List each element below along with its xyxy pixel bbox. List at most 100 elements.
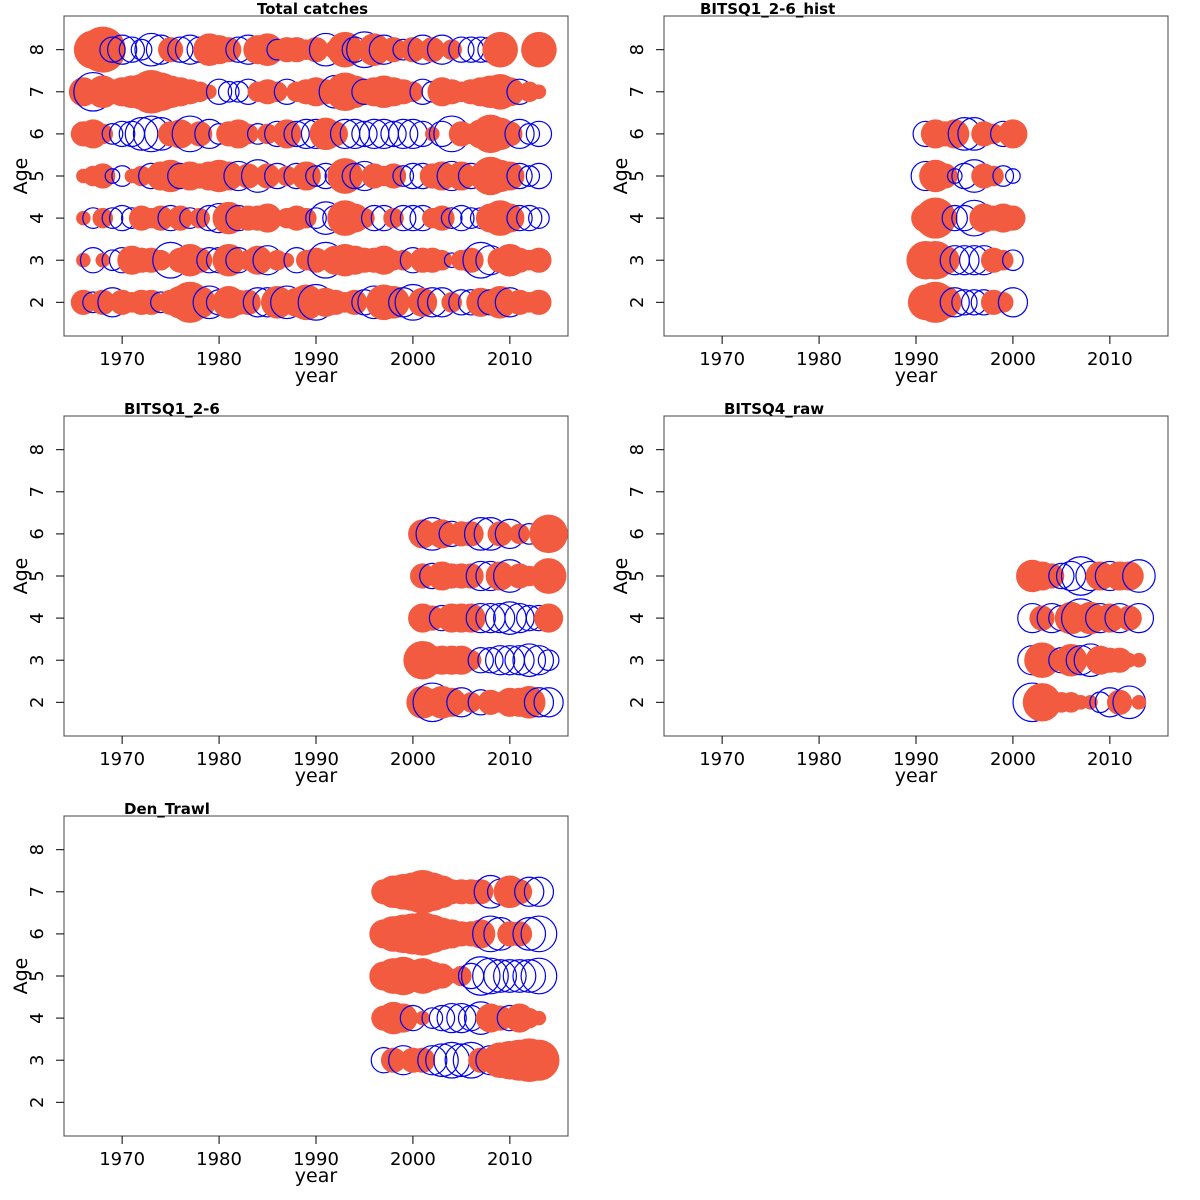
bubble-negative <box>108 120 136 148</box>
bubble-positive <box>495 203 525 233</box>
bubble-positive <box>1000 205 1026 231</box>
bubble-positive <box>252 203 283 233</box>
panel-2: BITSQ1_2-6_hist 1970 1980 1990 2000 2010 2 3 4 5 6… <box>610 0 1169 387</box>
bubble-negative <box>205 78 233 105</box>
bubble-positive <box>148 205 174 231</box>
panel-title: Total catches <box>257 0 368 18</box>
bubble-negative <box>440 207 463 229</box>
x-tick-label: 1970 <box>99 349 145 370</box>
plot-frame <box>63 815 569 1137</box>
bubble-negative <box>1122 559 1156 593</box>
bubble-positive <box>1095 603 1125 633</box>
bubble-negative <box>305 165 327 187</box>
bubble-positive <box>257 123 278 145</box>
bubble-positive <box>1106 689 1133 715</box>
bubble-positive <box>506 921 533 947</box>
panel-title: BITSQ1_2-6 <box>124 400 220 418</box>
bubble-positive <box>441 292 462 313</box>
bubble-negative <box>949 245 980 276</box>
bubble-positive <box>79 26 126 73</box>
bubble-negative <box>421 1007 444 1029</box>
y-tick-label: 2 <box>627 297 648 308</box>
bubble-negative <box>1048 562 1075 590</box>
y-tick-label: 8 <box>27 444 48 455</box>
bubble-positive <box>419 37 445 63</box>
panel-title: Den_Trawl <box>124 800 210 818</box>
bubble-negative <box>448 204 475 232</box>
bubble-negative <box>492 959 527 993</box>
bubble-positive <box>534 603 564 633</box>
bubble-negative <box>130 38 153 61</box>
bubble-positive <box>266 81 288 103</box>
bubble-negative <box>520 915 558 953</box>
x-axis-label: year <box>895 765 938 787</box>
y-tick-label: 7 <box>27 86 48 97</box>
bubble-negative <box>460 956 501 996</box>
y-tick-label: 6 <box>627 128 648 139</box>
y-tick-label: 4 <box>627 212 648 223</box>
x-tick-label: 1990 <box>293 749 339 770</box>
x-tick-label: 2000 <box>390 349 436 370</box>
bubble-positive <box>441 39 462 60</box>
y-axis-label: Age <box>610 158 632 195</box>
y-axis-label: Age <box>610 558 632 595</box>
bubble-negative <box>514 876 545 907</box>
bubble-negative <box>528 207 550 229</box>
bubble-negative <box>390 204 417 232</box>
y-tick-label: 8 <box>627 444 648 455</box>
bubble-positive <box>383 207 404 229</box>
bubble-negative <box>99 36 126 63</box>
bubble-positive <box>90 289 116 315</box>
bubble-positive <box>487 521 513 547</box>
bubbles <box>906 117 1029 323</box>
bubble-negative <box>428 1004 456 1032</box>
bubble-positive <box>983 123 1004 145</box>
bubble-positive <box>932 205 958 231</box>
bubble-positive <box>254 163 281 189</box>
bubble-positive <box>187 121 213 147</box>
x-tick-label: 2010 <box>1087 749 1133 770</box>
bubble-positive <box>468 879 494 905</box>
bubble-positive <box>531 84 547 100</box>
bubble-negative <box>997 287 1029 318</box>
bubble-positive <box>357 33 391 66</box>
bubble-negative <box>992 165 1015 187</box>
bubble-negative <box>101 123 124 145</box>
x-tick-label: 1980 <box>196 349 242 370</box>
y-tick-label: 3 <box>627 254 648 265</box>
bubble-positive <box>485 561 515 591</box>
bubble-negative <box>483 959 518 993</box>
y-tick-label: 3 <box>627 654 648 665</box>
panel-4: BITSQ4_raw 1970 1980 1990 2000 2010 2 3 4 5 6 7 8 yea… <box>610 400 1169 787</box>
bubble-positive <box>183 286 216 319</box>
x-tick-label: 1980 <box>796 749 842 770</box>
y-tick-label: 7 <box>627 86 648 97</box>
bubble-negative <box>504 118 535 150</box>
x-tick-label: 2000 <box>390 1149 436 1170</box>
bubble-positive <box>388 1003 418 1033</box>
panel-title: BITSQ4_raw <box>724 400 824 418</box>
bubble-positive <box>276 165 298 187</box>
x-axis-label: year <box>295 1165 338 1187</box>
bubble-positive <box>497 121 523 147</box>
bubble-positive <box>506 879 533 905</box>
bubble-positive <box>458 563 484 589</box>
bubble-negative <box>101 207 124 229</box>
bubble-negative <box>485 602 516 634</box>
bubble-positive <box>322 121 348 147</box>
bubbles <box>1012 556 1156 723</box>
bubble-negative <box>472 957 509 995</box>
bubble-negative <box>305 207 327 229</box>
bubble-negative <box>107 34 138 65</box>
bubble-negative <box>485 645 516 676</box>
bubble-positive <box>940 119 970 149</box>
bubble-negative <box>504 645 535 676</box>
bubble-negative <box>516 204 543 232</box>
x-tick-label: 2000 <box>390 749 436 770</box>
bubble-positive <box>327 158 363 194</box>
bubble-positive <box>466 919 496 949</box>
x-tick-label: 1990 <box>893 749 939 770</box>
bubbles <box>403 514 568 723</box>
y-axis-label: Age <box>10 958 32 995</box>
